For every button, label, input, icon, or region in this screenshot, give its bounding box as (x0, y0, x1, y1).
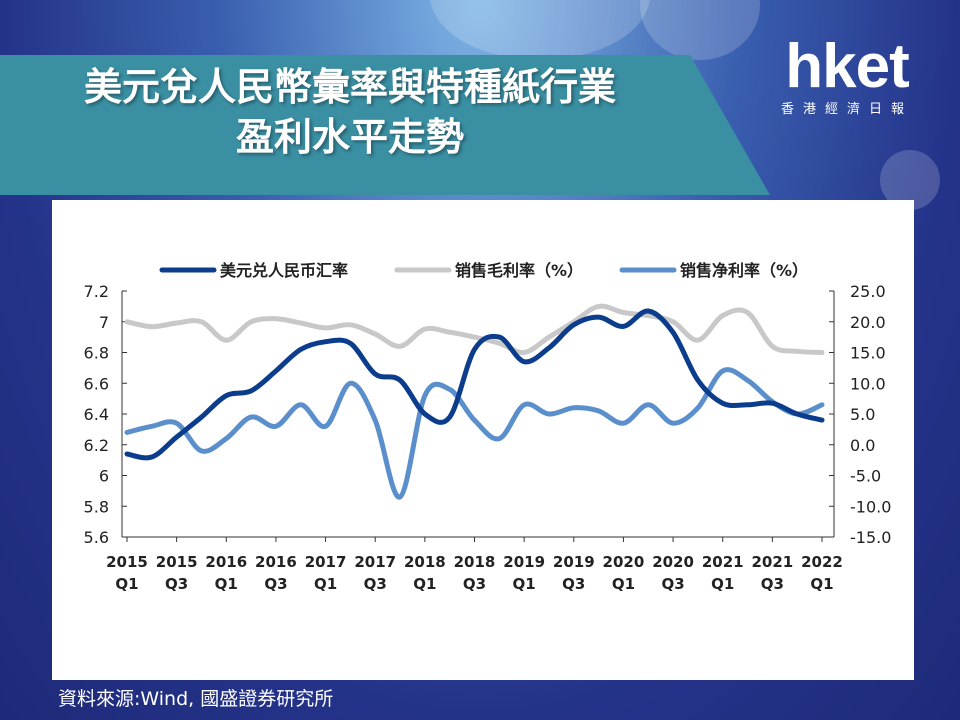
x-axis-tick-label: Q1 (115, 575, 138, 593)
title-banner (0, 55, 770, 195)
x-axis-tick-label: Q3 (463, 575, 486, 593)
chart-panel: 7.2 7 6.8 6.6 6.4 6.2 6 5.8 5.6 25.0 20.0 15.0 10.0 5… (52, 200, 914, 680)
x-axis-tick-label: 2018 (404, 553, 446, 571)
x-axis-tick-label: 2020 (652, 553, 694, 571)
title-line-1: 美元兌人民幣彙率與特種紙行業 (83, 64, 616, 109)
x-axis-tick-label: Q3 (364, 575, 387, 593)
x-axis-tick-label: 2015 (106, 553, 148, 571)
x-axis-tick-label: Q1 (810, 575, 833, 593)
left-axis-tick-label: 6.8 (84, 344, 109, 363)
x-axis-tick-label: 2015 (156, 553, 198, 571)
right-axis-tick-label: -10.0 (850, 497, 891, 516)
right-axis-tick-label: 10.0 (850, 374, 886, 393)
x-axis-tick-label: 2017 (354, 553, 396, 571)
right-axis-tick-label: 15.0 (850, 344, 886, 363)
x-axis-tick-label: Q3 (165, 575, 188, 593)
x-axis-tick-label: 2020 (603, 553, 645, 571)
left-axis-tick-label: 6.6 (84, 374, 109, 393)
x-axis-tick-label: 2016 (205, 553, 247, 571)
right-axis-tick-label: 0.0 (850, 436, 875, 455)
page-title: 美元兌人民幣彙率與特種紙行業 盈利水平走勢 (0, 62, 700, 162)
x-axis-tick-label: 2018 (454, 553, 496, 571)
x-axis-tick-label: Q1 (215, 575, 238, 593)
left-axis-tick-label: 7 (99, 313, 109, 332)
gross-margin-line (124, 303, 825, 356)
x-axis-tick-label: Q1 (612, 575, 635, 593)
right-axis-tick-label: -15.0 (850, 528, 891, 547)
hket-logo: hket 香港經濟日報 (762, 32, 932, 117)
right-axis-tick-label: 20.0 (850, 313, 886, 332)
legend-label: 销售毛利率（%） (455, 261, 583, 280)
legend-label: 销售净利率（%） (680, 261, 808, 280)
x-axis-tick-label: 2021 (751, 553, 793, 571)
right-axis-tick-label: 25.0 (850, 282, 886, 301)
x-axis-tick-label: 2022 (801, 553, 843, 571)
decorative-bubble (430, 0, 650, 60)
x-axis-tick-label: Q3 (761, 575, 784, 593)
fx-rate-line (124, 308, 825, 461)
x-axis-tick-label: 2016 (255, 553, 297, 571)
x-axis-tick-label: Q3 (562, 575, 585, 593)
right-axis-tick-label: 5.0 (850, 405, 875, 424)
line-chart: 7.2 7 6.8 6.6 6.4 6.2 6 5.8 5.6 25.0 20.0 15.0 10.0 5… (84, 261, 892, 593)
x-axis-tick-label: 2017 (305, 553, 347, 571)
logo-subtitle: 香港經濟日報 (780, 102, 913, 117)
logo-wordmark: hket (785, 32, 909, 101)
x-axis-tick-label: Q3 (661, 575, 684, 593)
left-axis-tick-label: 7.2 (84, 282, 109, 301)
x-axis-tick-label: Q1 (314, 575, 337, 593)
left-axis-tick-label: 6.4 (84, 405, 109, 424)
source-note: 資料來源:Wind, 國盛證券研究所 (58, 688, 334, 710)
left-axis-tick-label: 6 (99, 467, 109, 486)
legend-label: 美元兑人民币汇率 (220, 261, 348, 280)
left-axis-tick-label: 5.6 (84, 528, 109, 547)
x-axis-tick-label: 2021 (702, 553, 744, 571)
decorative-bubble (640, 0, 760, 60)
x-axis-tick-label: Q1 (711, 575, 734, 593)
net-margin-line (124, 367, 825, 500)
right-axis-tick-label: -5.0 (850, 467, 881, 486)
x-axis-tick-label: Q1 (413, 575, 436, 593)
x-axis-tick-label: Q1 (513, 575, 536, 593)
x-axis-tick-label: Q3 (264, 575, 287, 593)
left-axis-tick-label: 5.8 (84, 497, 109, 516)
left-axis-tick-label: 6.2 (84, 436, 109, 455)
x-axis-tick-label: 2019 (503, 553, 545, 571)
title-line-2: 盈利水平走勢 (235, 114, 464, 159)
x-axis-tick-label: 2019 (553, 553, 595, 571)
